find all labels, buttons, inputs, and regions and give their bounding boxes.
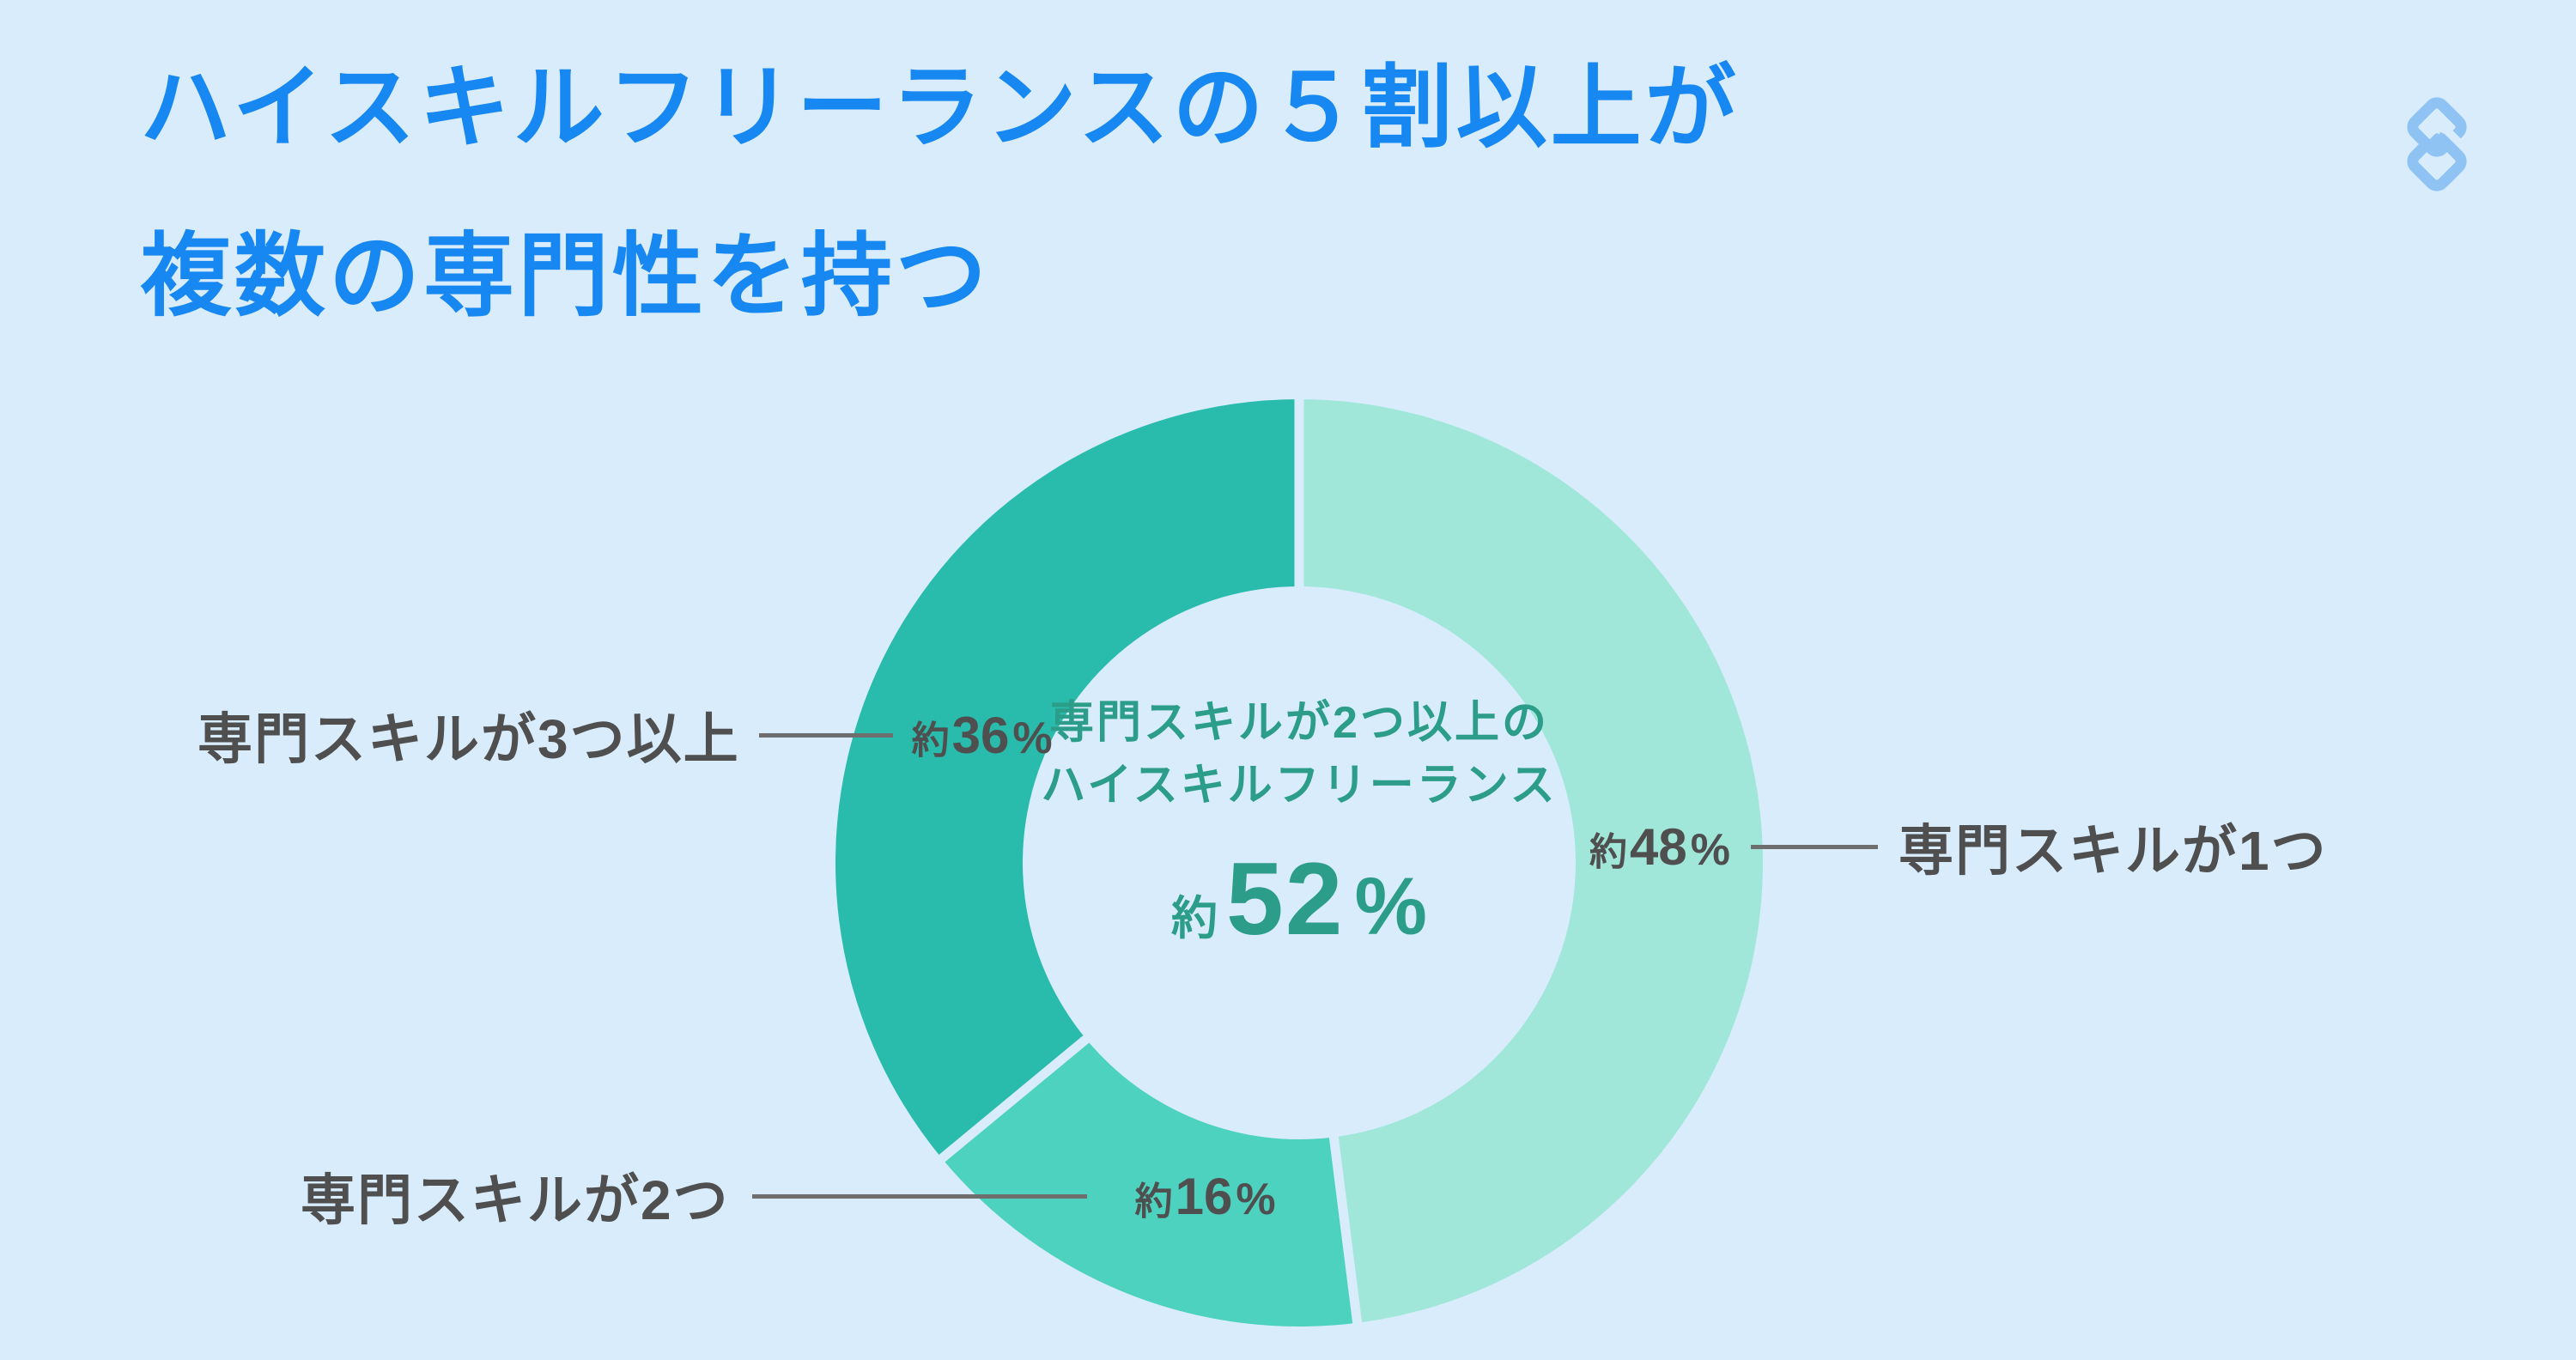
center-value-unit: % xyxy=(1354,860,1427,952)
value-number: 48 xyxy=(1630,817,1687,876)
brand-logo xyxy=(2394,88,2480,201)
segment-gap-line xyxy=(933,1030,1095,1167)
page-title: ハイスキルフリーランスの５割以上が 複数の専門性を持つ xyxy=(140,24,1740,361)
center-value: 約52% xyxy=(913,840,1686,958)
value-unit: % xyxy=(1236,1174,1276,1224)
donut-segment-0 xyxy=(1299,399,1764,1323)
donut-segment-1 xyxy=(941,1039,1358,1327)
center-value-approx-prefix: 約 xyxy=(1171,892,1218,944)
callout-label-one-skill: 専門スキルが1つ xyxy=(1899,820,2328,882)
donut-center-label: 専門スキルが2つ以上の ハイスキルフリーランス 約52% xyxy=(913,692,1686,958)
page-title-line2: 複数の専門性を持つ xyxy=(140,226,990,328)
callout-one-skill: 約 48% 専門スキルが1つ xyxy=(1589,807,2328,886)
callout-two-skills: 専門スキルが2つ 約 16% xyxy=(301,1157,1276,1236)
connector-line-one-skill xyxy=(1751,844,1878,849)
center-value-number: 52 xyxy=(1226,841,1345,956)
callout-value-two-skills: 約 16% xyxy=(1135,1167,1276,1226)
callout-value-three-plus: 約 36% xyxy=(912,706,1053,765)
value-approx-prefix: 約 xyxy=(1134,1180,1173,1223)
center-label-line2: ハイスキルフリーランス xyxy=(1041,760,1558,811)
value-approx-prefix: 約 xyxy=(1589,830,1627,873)
callout-label-three-plus: 専門スキルが3つ以上 xyxy=(197,708,740,770)
donut-chart xyxy=(835,395,1764,1331)
value-approx-prefix: 約 xyxy=(911,719,950,762)
value-unit: % xyxy=(1690,824,1730,875)
connector-line-three-plus xyxy=(758,732,893,738)
callout-value-one-skill: 約 48% xyxy=(1589,817,1730,877)
value-unit: % xyxy=(1012,713,1053,763)
connector-line-two-skills xyxy=(751,1193,1087,1199)
callout-three-plus-skills: 専門スキルが3つ以上 約 36% xyxy=(197,695,1053,774)
value-number: 16 xyxy=(1175,1167,1233,1225)
callout-label-two-skills: 専門スキルが2つ xyxy=(301,1169,730,1231)
interlocked-diamonds-icon xyxy=(2407,97,2467,191)
value-number: 36 xyxy=(951,706,1010,764)
center-label-line1: 専門スキルが2つ以上の xyxy=(1049,698,1549,748)
page-title-line1: ハイスキルフリーランスの５割以上が xyxy=(140,58,1740,159)
donut-segment-2 xyxy=(835,399,1299,1159)
segment-gap-line xyxy=(1327,1129,1364,1331)
